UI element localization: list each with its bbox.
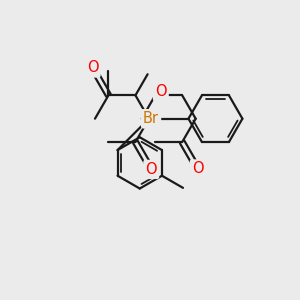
Text: O: O <box>87 61 98 76</box>
Text: Br: Br <box>143 111 159 126</box>
Text: O: O <box>146 162 157 177</box>
Text: O: O <box>155 84 166 99</box>
Text: N: N <box>143 111 155 126</box>
Text: O: O <box>192 161 204 176</box>
